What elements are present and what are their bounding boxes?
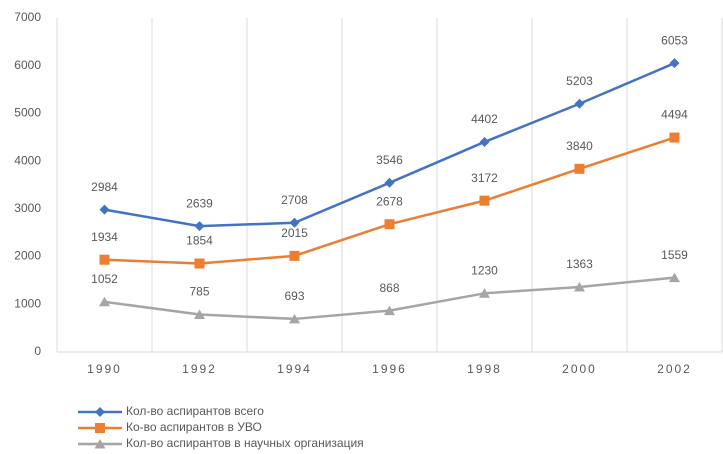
value-label: 2639 [186, 196, 213, 210]
x-tick-label: 2000 [562, 362, 597, 376]
data-point [574, 98, 585, 109]
value-label: 2678 [376, 194, 403, 208]
data-point [194, 221, 205, 232]
data-point [384, 219, 395, 230]
x-tick-label: 1990 [87, 362, 122, 376]
data-point [669, 272, 680, 283]
value-label: 3546 [376, 153, 403, 167]
data-point [669, 132, 680, 143]
value-label: 3172 [471, 171, 498, 185]
y-tick-label: 6000 [14, 58, 41, 72]
data-point [479, 195, 490, 206]
value-label: 785 [189, 285, 209, 299]
data-point [669, 58, 680, 69]
y-tick-label: 2000 [14, 249, 41, 263]
y-tick-label: 7000 [14, 10, 41, 24]
y-tick-label: 3000 [14, 201, 41, 215]
legend-label: Кол-во аспирантов всего [126, 404, 264, 418]
data-point [479, 136, 490, 147]
data-point [574, 163, 585, 174]
legend-label: Ко-во аспирантов в УВО [126, 420, 262, 434]
y-tick-label: 0 [34, 344, 41, 358]
data-point [384, 305, 395, 316]
data-point [289, 250, 300, 261]
data-point [574, 281, 585, 292]
value-label: 6053 [661, 33, 688, 47]
value-label: 1934 [91, 230, 118, 244]
value-label: 1854 [186, 234, 213, 248]
x-tick-label: 1996 [372, 362, 407, 376]
legend-marker [95, 407, 105, 417]
legend-marker [94, 439, 106, 449]
data-point [99, 204, 110, 215]
x-tick-label: 1998 [467, 362, 502, 376]
legend-marker [95, 423, 105, 433]
value-label: 1052 [91, 272, 118, 286]
value-label: 1363 [566, 257, 593, 271]
data-point [289, 313, 300, 324]
data-point [194, 258, 205, 269]
y-tick-label: 5000 [14, 106, 41, 120]
data-point [99, 254, 110, 265]
data-point [194, 309, 205, 320]
data-point [384, 177, 395, 188]
x-tick-label: 2002 [657, 362, 692, 376]
y-tick-label: 4000 [14, 153, 41, 167]
value-label: 693 [284, 289, 304, 303]
value-label: 1230 [471, 263, 498, 277]
value-label: 5203 [566, 74, 593, 88]
value-label: 4402 [471, 112, 498, 126]
value-label: 2984 [91, 180, 118, 194]
data-point [289, 217, 300, 228]
value-label: 3840 [566, 139, 593, 153]
y-tick-label: 1000 [14, 296, 41, 310]
x-tick-label: 1994 [277, 362, 312, 376]
value-label: 2708 [281, 193, 308, 207]
data-point [479, 288, 490, 298]
data-point [99, 296, 110, 307]
value-label: 868 [379, 281, 399, 295]
x-tick-label: 1992 [182, 362, 217, 376]
value-label: 2015 [281, 226, 308, 240]
value-label: 1559 [661, 248, 688, 262]
value-label: 4494 [661, 108, 688, 122]
legend-label: Кол-во аспирантов в научных организация [126, 436, 364, 450]
